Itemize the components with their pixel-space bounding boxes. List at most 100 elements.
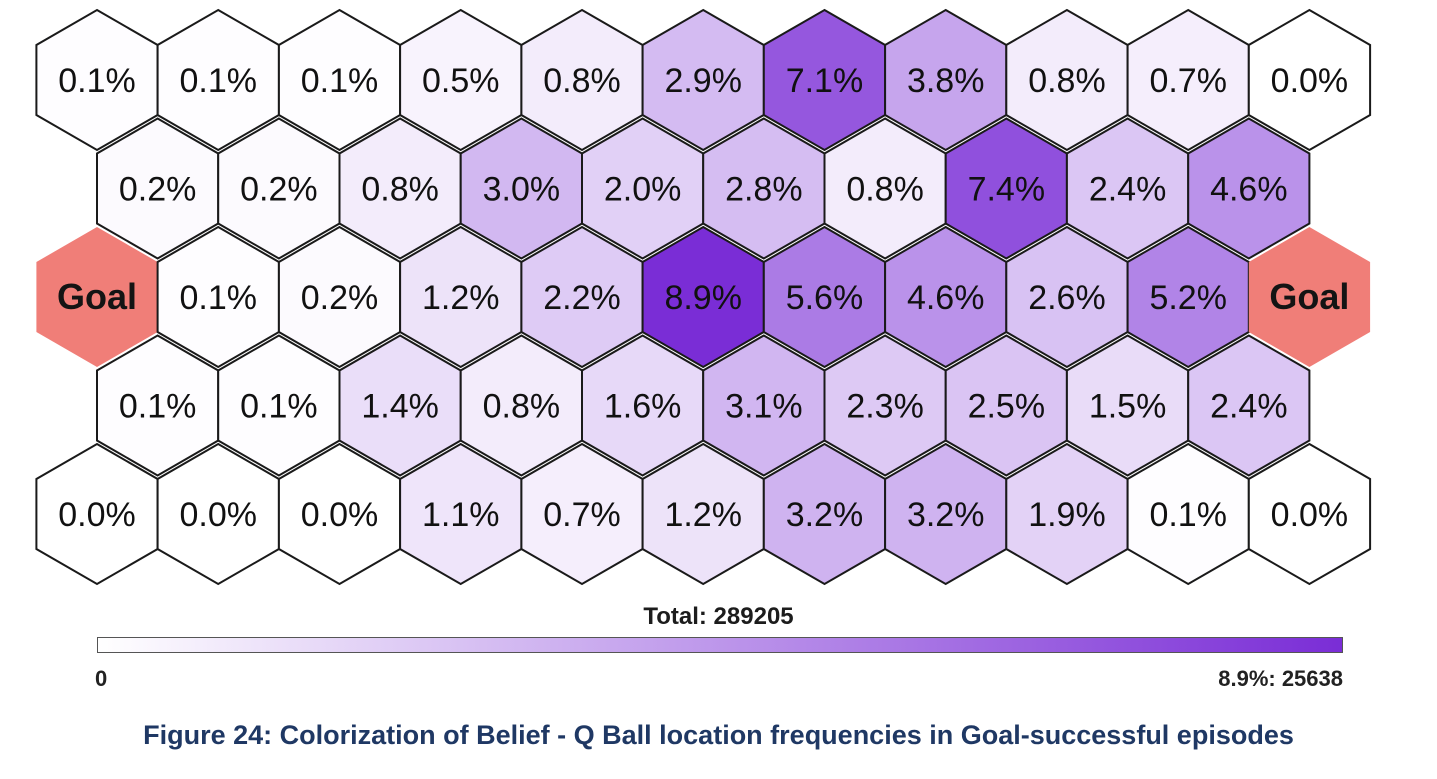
hex-cell: 0.0%: [156, 442, 280, 586]
hex-value-label: 0.7%: [543, 496, 621, 534]
hex-value-label: 1.2%: [664, 496, 742, 534]
hex-value-label: 1.9%: [1028, 496, 1106, 534]
hex-value-label: 0.5%: [422, 62, 500, 100]
hex-value-label: 0.8%: [483, 388, 561, 426]
hex-shape: [1248, 227, 1371, 367]
hex-shape: [1187, 334, 1311, 477]
hex-cell: 8.9%: [641, 225, 765, 369]
hex-value-label: 0.1%: [119, 388, 197, 426]
hex-cell: 2.5%: [944, 334, 1068, 477]
hex-value-label: 7.4%: [968, 171, 1046, 209]
hex-value-label: 1.2%: [422, 279, 500, 317]
total-label: Total: 289205: [643, 603, 794, 630]
hex-cell: 0.8%: [338, 117, 462, 260]
hex-value-label: 3.2%: [786, 496, 864, 534]
hex-cell: 4.6%: [884, 225, 1008, 369]
hex-value-label: 3.1%: [725, 388, 803, 426]
hex-value-label: 7.1%: [786, 62, 864, 100]
hex-value-label: 1.6%: [604, 388, 682, 426]
goal-cell: Goal: [1248, 227, 1371, 367]
hex-value-label: 2.8%: [725, 171, 803, 209]
hex-cell: 0.2%: [277, 225, 402, 369]
hex-cell: 1.6%: [581, 334, 705, 477]
hex-value-label: 0.8%: [1028, 62, 1106, 100]
hex-value-label: 0.2%: [240, 171, 318, 209]
hex-value-label: 0.0%: [301, 496, 379, 534]
hex-value-label: 0.1%: [58, 62, 136, 100]
hex-cell: 3.2%: [762, 442, 887, 586]
hex-value-label: 0.0%: [179, 496, 257, 534]
hex-value-label: 0.7%: [1149, 62, 1227, 100]
hex-value-label: 2.4%: [1089, 171, 1167, 209]
hex-shape: [36, 227, 158, 367]
hex-cell: 0.8%: [459, 334, 583, 477]
hex-cell: 3.1%: [702, 334, 826, 477]
hex-value-label: 2.9%: [664, 62, 742, 100]
hex-cell: 4.6%: [1187, 117, 1311, 260]
hex-cell: 0.2%: [217, 117, 341, 260]
hex-value-label: 0.8%: [846, 171, 924, 209]
hex-shape: [1187, 117, 1311, 260]
goal-label: Goal: [1269, 276, 1349, 317]
hex-value-label: 1.5%: [1089, 388, 1167, 426]
hex-cell: 0.0%: [35, 442, 159, 586]
hex-value-label: 3.2%: [907, 496, 985, 534]
hex-cell: 0.0%: [1247, 8, 1372, 152]
hex-value-label: 0.0%: [58, 496, 136, 534]
hex-heatmap: 0.1% 0.1% 0.1% 0.5% 0.8% 2.9% 7.1% 3.8% 0.8% 0.7%…: [35, 8, 1372, 586]
hex-value-label: 1.1%: [422, 496, 500, 534]
hex-value-label: 0.2%: [301, 279, 379, 317]
hex-cell: 0.1%: [35, 8, 159, 152]
hex-value-label: 4.6%: [1210, 171, 1288, 209]
hex-cell: 0.0%: [1247, 442, 1372, 586]
hex-value-label: 0.1%: [179, 279, 257, 317]
hex-value-label: 4.6%: [907, 279, 985, 317]
hex-value-label: 5.2%: [1149, 279, 1227, 317]
hex-value-label: 2.3%: [846, 388, 924, 426]
hex-value-label: 1.4%: [361, 388, 439, 426]
hex-cell: 0.1%: [156, 225, 280, 369]
hex-cell: 1.5%: [1065, 334, 1190, 477]
hex-cell: 2.8%: [702, 117, 826, 260]
hex-cell: 0.1%: [277, 8, 402, 152]
hex-cell: 1.9%: [1005, 442, 1129, 586]
hex-cell: 0.0%: [277, 442, 402, 586]
hex-value-label: 3.0%: [483, 171, 561, 209]
hex-cell: 0.5%: [399, 8, 523, 152]
goal-cell: Goal: [36, 227, 158, 367]
hex-cell: 1.1%: [399, 442, 523, 586]
hex-value-label: 0.1%: [240, 388, 318, 426]
hex-cell: 0.1%: [156, 8, 280, 152]
hex-value-label: 2.2%: [543, 279, 621, 317]
colorbar-min-label: 0: [95, 666, 108, 691]
colorbar: [97, 637, 1343, 653]
figure-caption: Figure 24: Colorization of Belief - Q Ba…: [143, 720, 1294, 750]
hex-cell: 2.4%: [1187, 334, 1311, 477]
hex-value-label: 5.6%: [786, 279, 864, 317]
hex-cell: 7.1%: [762, 8, 887, 152]
hex-value-label: 0.8%: [543, 62, 621, 100]
hex-cell: 2.3%: [823, 334, 947, 477]
hex-shape: [1247, 442, 1372, 586]
colorbar-max-label: 8.9%: 25638: [1218, 666, 1343, 691]
hex-value-label: 0.1%: [301, 62, 379, 100]
hex-value-label: 0.0%: [1271, 496, 1349, 534]
hex-value-label: 2.4%: [1210, 388, 1288, 426]
hex-value-label: 8.9%: [664, 279, 742, 317]
hex-value-label: 0.1%: [179, 62, 257, 100]
hex-value-label: 0.1%: [1149, 496, 1227, 534]
hex-value-label: 2.5%: [968, 388, 1046, 426]
hex-cell: 3.8%: [884, 8, 1008, 152]
hex-cell: 2.0%: [581, 117, 705, 260]
hex-value-label: 2.0%: [604, 171, 682, 209]
hex-cell: 3.0%: [459, 117, 583, 260]
hex-value-label: 0.2%: [119, 171, 197, 209]
hex-value-label: 0.0%: [1271, 62, 1349, 100]
hex-value-label: 0.8%: [361, 171, 439, 209]
hex-value-label: 3.8%: [907, 62, 985, 100]
hex-cell: 0.1%: [217, 334, 341, 477]
hex-cell: 1.2%: [641, 442, 765, 586]
hex-cell: 0.1%: [96, 334, 220, 477]
hex-cell: 0.7%: [1126, 8, 1250, 152]
hex-value-label: 2.6%: [1028, 279, 1106, 317]
